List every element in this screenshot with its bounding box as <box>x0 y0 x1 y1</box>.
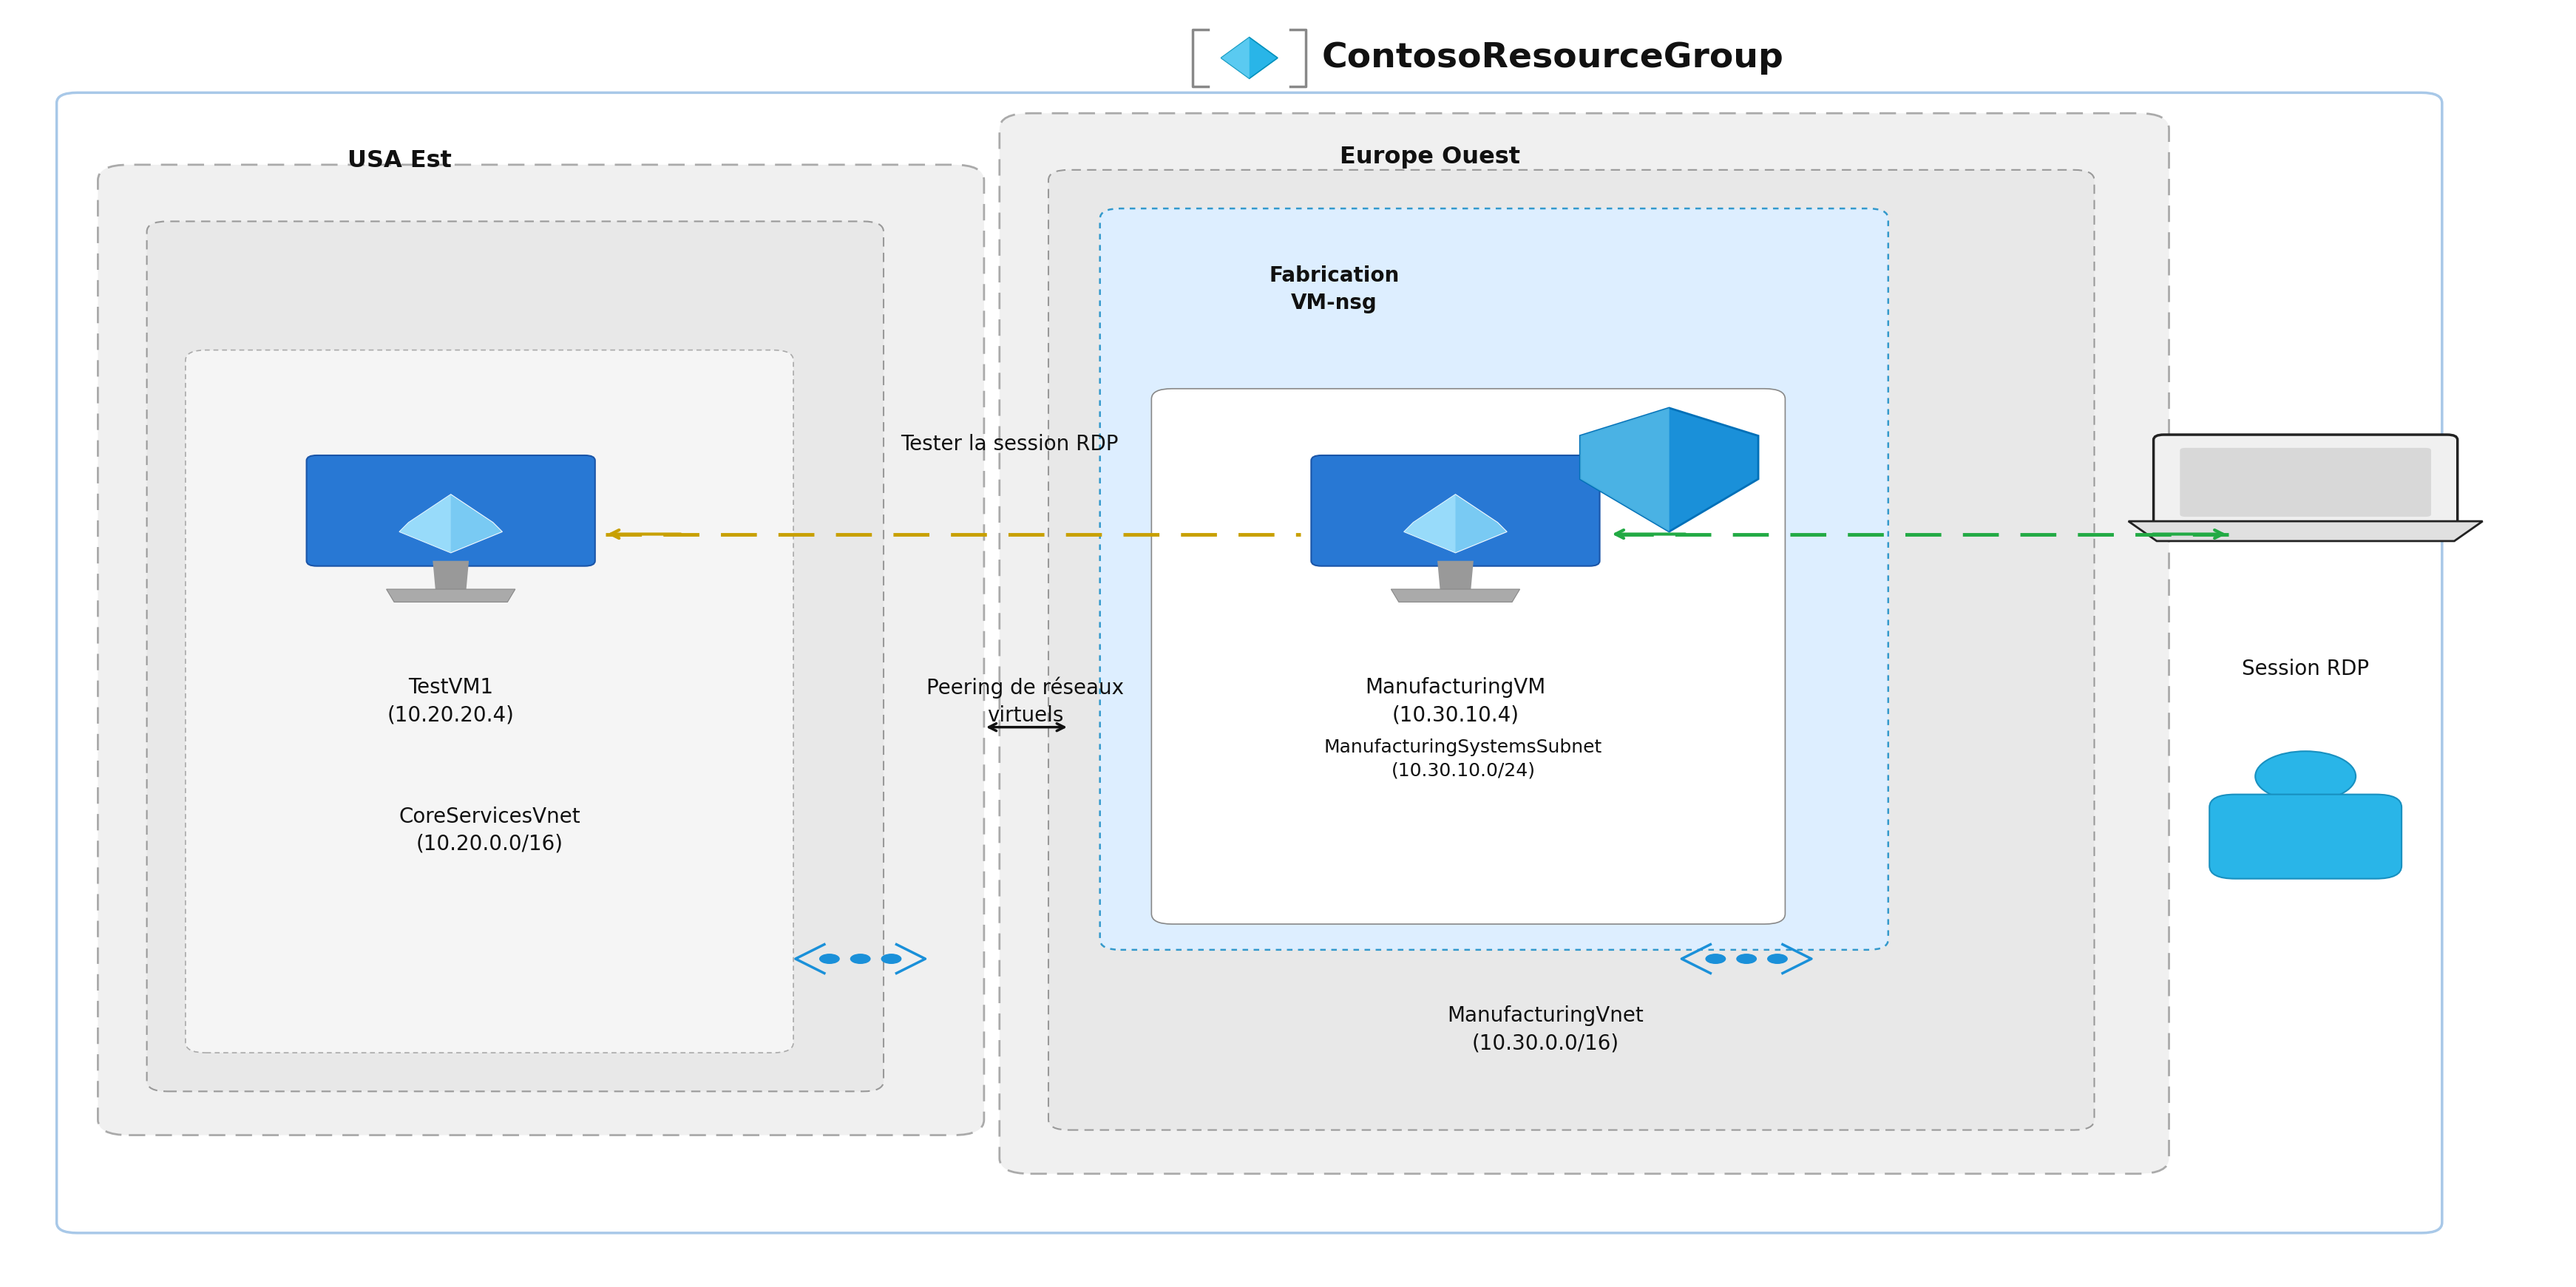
Polygon shape <box>1437 561 1473 589</box>
Text: Europe Ouest: Europe Ouest <box>1340 145 1520 169</box>
Circle shape <box>881 954 902 964</box>
Text: Fabrication
VM-nsg: Fabrication VM-nsg <box>1270 265 1399 314</box>
Text: TestVM1
(10.20.20.4): TestVM1 (10.20.20.4) <box>386 677 515 726</box>
Circle shape <box>819 954 840 964</box>
Polygon shape <box>1404 494 1455 553</box>
Text: ManufacturingSystemsSubnet
(10.30.10.0/24): ManufacturingSystemsSubnet (10.30.10.0/2… <box>1324 739 1602 780</box>
Polygon shape <box>2128 521 2483 541</box>
FancyBboxPatch shape <box>1048 170 2094 1130</box>
Circle shape <box>850 954 871 964</box>
FancyBboxPatch shape <box>1311 456 1600 566</box>
Polygon shape <box>1579 408 1759 532</box>
Text: ManufacturingVM
(10.30.10.4): ManufacturingVM (10.30.10.4) <box>1365 677 1546 726</box>
Circle shape <box>1705 954 1726 964</box>
FancyBboxPatch shape <box>2210 794 2401 879</box>
Text: Tester la session RDP: Tester la session RDP <box>902 434 1118 454</box>
Circle shape <box>1767 954 1788 964</box>
FancyBboxPatch shape <box>307 456 595 566</box>
FancyBboxPatch shape <box>999 113 2169 1174</box>
Text: Session RDP: Session RDP <box>2241 659 2370 680</box>
FancyBboxPatch shape <box>147 221 884 1091</box>
Text: ContosoResourceGroup: ContosoResourceGroup <box>1321 41 1783 75</box>
Circle shape <box>1736 954 1757 964</box>
Text: Peering de réseaux
virtuels: Peering de réseaux virtuels <box>927 677 1123 726</box>
Polygon shape <box>1579 408 1669 532</box>
FancyBboxPatch shape <box>57 93 2442 1233</box>
Polygon shape <box>399 494 502 553</box>
Polygon shape <box>386 589 515 602</box>
FancyBboxPatch shape <box>2154 435 2458 526</box>
FancyBboxPatch shape <box>1151 389 1785 924</box>
Polygon shape <box>1221 37 1278 79</box>
Polygon shape <box>1391 589 1520 602</box>
Text: ManufacturingVnet
(10.30.0.0/16): ManufacturingVnet (10.30.0.0/16) <box>1448 1005 1643 1054</box>
Text: USA Est: USA Est <box>348 149 451 172</box>
Polygon shape <box>1221 37 1249 79</box>
Polygon shape <box>1404 494 1507 553</box>
Circle shape <box>2257 752 2354 802</box>
Polygon shape <box>433 561 469 589</box>
FancyBboxPatch shape <box>2179 448 2432 517</box>
FancyBboxPatch shape <box>1100 208 1888 950</box>
FancyBboxPatch shape <box>185 350 793 1053</box>
Text: CoreServicesVnet
(10.20.0.0/16): CoreServicesVnet (10.20.0.0/16) <box>399 806 580 855</box>
FancyBboxPatch shape <box>98 165 984 1135</box>
Polygon shape <box>399 494 451 553</box>
